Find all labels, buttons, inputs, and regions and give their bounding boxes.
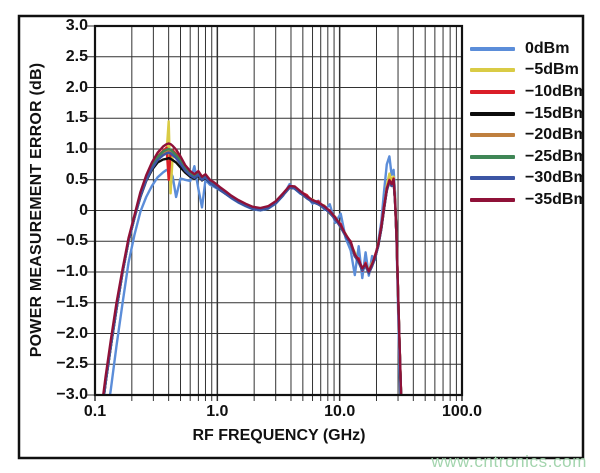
legend-swatch [470,133,515,138]
y-tick-label: −2.5 [56,355,88,373]
x-tick-label: 100.0 [441,403,483,420]
legend-swatch [470,176,515,181]
y-tick-label: −3.0 [56,386,88,403]
legend-label: −5dBm [525,61,579,79]
y-tick-label: 2.5 [65,47,88,65]
y-tick-label: −2.0 [56,324,88,342]
legend-item-−15dBm: −15dBm [470,103,582,125]
legend-label: −35dBm [525,190,582,208]
y-tick-label: 3.0 [65,17,88,34]
legend-swatch [470,46,515,51]
y-tick-label: −0.5 [56,232,88,250]
legend-label: −20dBm [525,126,582,144]
axis-frame [93,24,464,397]
legend-swatch [470,197,515,202]
y-tick-label: 1.5 [65,109,88,127]
y-tick-label: 1.0 [65,140,88,157]
legend: 0dBm −5dBm −10dBm −15dBm −20dBm −25dBm −30dBm −… [470,38,582,214]
legend-item-−25dBm: −25dBm [470,146,582,168]
x-tick-label: 1.0 [206,403,229,420]
legend-label: −30dBm [525,169,582,187]
legend-swatch [470,111,515,116]
legend-swatch [470,89,515,94]
y-tick-label: −1.5 [56,293,88,311]
legend-label: −25dBm [525,147,582,165]
legend-item-−30dBm: −30dBm [470,168,582,190]
y-tick-label: 2.0 [65,78,88,96]
series-line-−35dBm [102,142,403,395]
y-tick-label: 0.5 [65,170,88,188]
y-tick-label: 0 [79,201,88,219]
grid-lines [87,25,463,401]
y-tick-label: −1.0 [56,263,88,280]
legend-label: −10dBm [525,82,582,100]
series-lines [102,120,403,395]
legend-item-0dBm: 0dBm [470,38,582,60]
x-axis-title: RF FREQUENCY (GHz) [192,427,366,444]
x-tick-label: 0.1 [83,403,107,420]
legend-item-−35dBm: −35dBm [470,189,582,211]
legend-swatch [470,154,515,159]
legend-item-−10dBm: −10dBm [470,81,582,103]
watermark: www.cntronics.com [431,452,587,471]
legend-item-−20dBm: −20dBm [470,124,582,146]
legend-label: −15dBm [525,104,582,122]
legend-label: 0dBm [525,39,570,57]
legend-swatch [470,68,515,73]
figure-border [17,14,585,460]
x-tick-label: 10.0 [324,403,356,420]
legend-item-−5dBm: −5dBm [470,60,582,82]
